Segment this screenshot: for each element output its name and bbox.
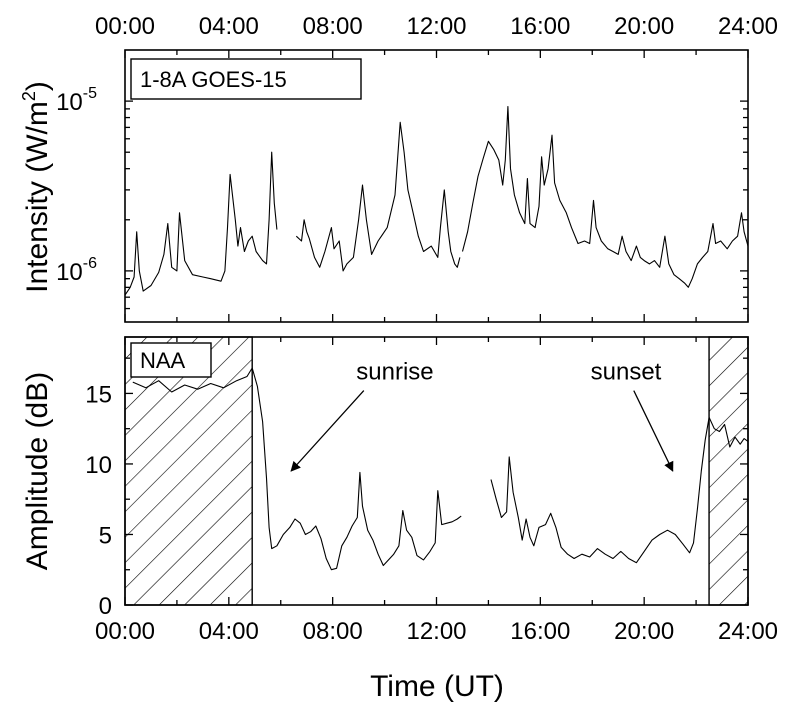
- bottom-annotation-1: sunset: [591, 358, 662, 385]
- bottom-y-tick-label-3: 15: [85, 381, 112, 408]
- top-legend-box: [130, 58, 362, 100]
- top-panel: 00:00 04:00 08:00 12:00 16:00 20:00 24:00 10-6…: [19, 13, 778, 323]
- top-y-tick-label-0: 10-6: [56, 255, 97, 286]
- bottom-annotations-layer: sunrise sunset: [290, 358, 674, 472]
- bottom-annotation-arrow-0: [290, 390, 365, 472]
- bottom-series-0-segment-1: [490, 416, 749, 564]
- bottom-hatched-region-0: [124, 336, 253, 606]
- top-x-tick-label-0: 00:00: [95, 13, 155, 40]
- top-x-tick-label-1: 04:00: [199, 13, 259, 40]
- bottom-annotation-arrow-1: [633, 390, 674, 472]
- bottom-y-tick-label-2: 10: [85, 452, 112, 479]
- bottom-x-tick-label-3: 12:00: [406, 618, 466, 645]
- top-x-tick-label-4: 16:00: [510, 13, 570, 40]
- top-x-tick-labels: 00:00 04:00 08:00 12:00 16:00 20:00 24:00: [95, 13, 778, 40]
- bottom-shading-layer: [124, 336, 749, 606]
- x-axis-title: Time (UT): [370, 670, 504, 703]
- top-y-tick-labels: 10-6 10-5: [56, 85, 97, 286]
- bottom-x-tick-label-2: 08:00: [303, 618, 363, 645]
- top-legend-label: 1-8A GOES-15: [140, 67, 287, 92]
- bottom-legend-label: NAA: [140, 348, 186, 373]
- top-x-tick-label-2: 08:00: [303, 13, 363, 40]
- bottom-legend-box: [130, 342, 212, 378]
- bottom-x-tick-labels: 00:00 04:00 08:00 12:00 16:00 20:00 24:00: [95, 618, 778, 645]
- bottom-y-tick-label-0: 0: [99, 593, 112, 620]
- top-x-tick-label-5: 20:00: [614, 13, 674, 40]
- bottom-x-tick-label-1: 04:00: [199, 618, 259, 645]
- bottom-x-tick-label-4: 16:00: [510, 618, 570, 645]
- top-series-0-segment-1: [295, 121, 461, 272]
- bottom-x-tick-label-0: 00:00: [95, 618, 155, 645]
- top-x-tick-label-3: 12:00: [406, 13, 466, 40]
- bottom-series-0-segment-0: [132, 367, 462, 571]
- top-series-0-segment-2: [461, 105, 749, 288]
- bottom-series-layer: [132, 367, 749, 571]
- top-series-layer: [124, 105, 749, 296]
- bottom-hatched-region-1: [708, 336, 749, 606]
- bottom-panel: 00:00 04:00 08:00 12:00 16:00 20:00 24:00 0 5 10…: [21, 336, 778, 703]
- top-series-0-segment-0: [124, 151, 278, 296]
- top-legend: 1-8A GOES-15: [130, 58, 362, 100]
- bottom-annotation-0: sunrise: [356, 358, 433, 385]
- bottom-y-axis-title: Amplitude (dB): [21, 372, 54, 570]
- top-ticks-layer: [124, 50, 749, 322]
- top-y-tick-label-1: 10-5: [56, 85, 97, 116]
- top-x-tick-label-6: 24:00: [718, 13, 778, 40]
- bottom-x-tick-label-6: 24:00: [718, 618, 778, 645]
- bottom-y-tick-label-1: 5: [99, 522, 112, 549]
- bottom-legend: NAA: [130, 342, 212, 378]
- bottom-ticks-layer: [124, 337, 749, 606]
- bottom-x-tick-label-5: 20:00: [614, 618, 674, 645]
- bottom-y-tick-labels: 0 5 10 15: [85, 381, 112, 620]
- top-y-axis-title: Intensity (W/m2): [19, 81, 54, 293]
